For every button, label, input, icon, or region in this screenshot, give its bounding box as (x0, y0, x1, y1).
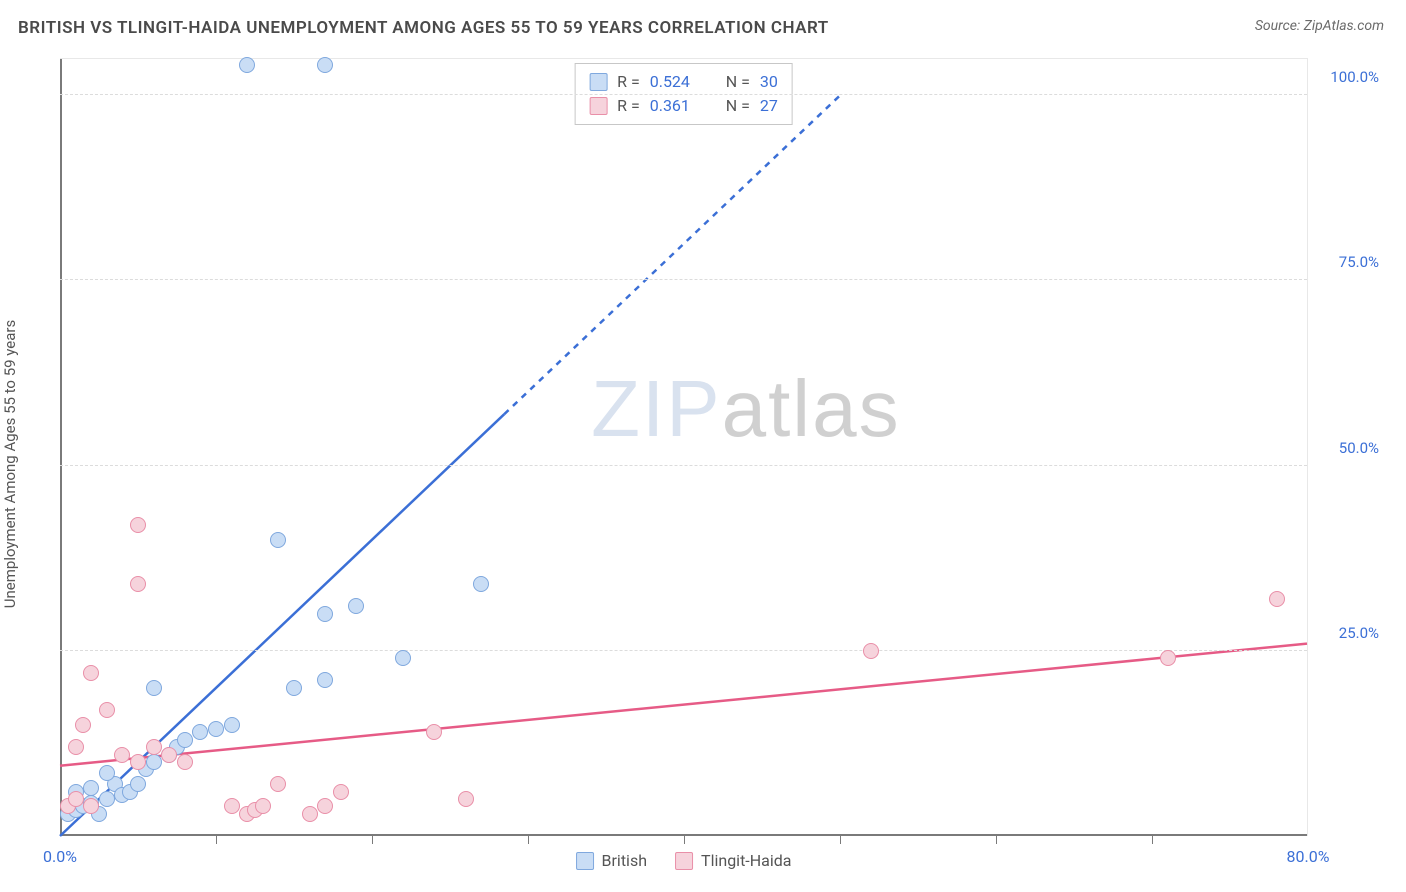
legend-swatch (675, 852, 693, 870)
data-point (317, 606, 333, 622)
data-point (863, 643, 879, 659)
data-point (458, 791, 474, 807)
data-point (99, 765, 115, 781)
n-label: N = (726, 70, 750, 94)
data-point (1160, 650, 1176, 666)
data-point (317, 672, 333, 688)
gridline (60, 650, 1307, 651)
gridline (60, 94, 1307, 95)
trend-line (504, 96, 839, 414)
data-point (99, 791, 115, 807)
x-tick (840, 836, 841, 844)
legend-item: British (576, 851, 647, 870)
trend-lines-layer (60, 59, 1307, 836)
r-value: 0.361 (650, 94, 706, 118)
chart-header: BRITISH VS TLINGIT-HAIDA UNEMPLOYMENT AM… (0, 0, 1406, 46)
chart-title: BRITISH VS TLINGIT-HAIDA UNEMPLOYMENT AM… (18, 18, 829, 38)
legend-label: British (602, 851, 647, 870)
data-point (68, 791, 84, 807)
data-point (270, 776, 286, 792)
x-tick (684, 836, 685, 844)
data-point (270, 532, 286, 548)
trend-line (60, 644, 1307, 766)
watermark: ZIPatlas (591, 363, 900, 455)
trend-line (60, 414, 504, 836)
data-point (1269, 591, 1285, 607)
data-point (146, 754, 162, 770)
x-tick (372, 836, 373, 844)
source-attribution: Source: ZipAtlas.com (1255, 18, 1384, 34)
data-point (286, 680, 302, 696)
y-tick-label: 50.0% (1315, 439, 1379, 457)
stats-row: R = 0.361 N = 27 (589, 94, 778, 118)
data-point (114, 747, 130, 763)
x-min-label: 0.0% (43, 847, 77, 866)
data-point (395, 650, 411, 666)
chart-area: Unemployment Among Ages 55 to 59 years Z… (18, 46, 1388, 882)
x-tick (216, 836, 217, 844)
data-point (99, 702, 115, 718)
data-point (239, 57, 255, 73)
stats-row: R = 0.524 N = 30 (589, 70, 778, 94)
data-point (146, 680, 162, 696)
y-axis-label: Unemployment Among Ages 55 to 59 years (1, 320, 19, 608)
data-point (426, 724, 442, 740)
data-point (83, 665, 99, 681)
data-point (302, 806, 318, 822)
x-tick (1152, 836, 1153, 844)
legend-swatch (576, 852, 594, 870)
data-point (255, 798, 271, 814)
data-point (130, 576, 146, 592)
data-point (130, 754, 146, 770)
x-max-label: 80.0% (1287, 847, 1330, 866)
data-point (192, 724, 208, 740)
data-point (348, 598, 364, 614)
data-point (317, 798, 333, 814)
series-legend: British Tlingit-Haida (576, 851, 792, 870)
r-label: R = (617, 94, 640, 118)
legend-swatch (589, 73, 607, 91)
y-tick-label: 75.0% (1315, 253, 1379, 271)
data-point (208, 721, 224, 737)
n-value: 30 (760, 70, 778, 94)
n-label: N = (726, 94, 750, 118)
data-point (75, 717, 91, 733)
data-point (177, 754, 193, 770)
r-label: R = (617, 70, 640, 94)
x-tick (996, 836, 997, 844)
x-tick (528, 836, 529, 844)
plot-region: ZIPatlas R =0.524N =30R =0.361N =27 Brit… (60, 58, 1308, 836)
legend-swatch (589, 97, 607, 115)
data-point (224, 798, 240, 814)
gridline (60, 279, 1307, 280)
data-point (68, 739, 84, 755)
data-point (130, 517, 146, 533)
y-axis-line (60, 59, 62, 836)
n-value: 27 (760, 94, 778, 118)
legend-item: Tlingit-Haida (675, 851, 791, 870)
data-point (83, 780, 99, 796)
data-point (224, 717, 240, 733)
data-point (333, 784, 349, 800)
y-tick-label: 25.0% (1315, 624, 1379, 642)
data-point (177, 732, 193, 748)
legend-label: Tlingit-Haida (701, 851, 791, 870)
data-point (161, 747, 177, 763)
gridline (60, 465, 1307, 466)
data-point (317, 57, 333, 73)
y-tick-label: 100.0% (1315, 68, 1379, 86)
data-point (130, 776, 146, 792)
data-point (146, 739, 162, 755)
r-value: 0.524 (650, 70, 706, 94)
data-point (83, 798, 99, 814)
data-point (473, 576, 489, 592)
